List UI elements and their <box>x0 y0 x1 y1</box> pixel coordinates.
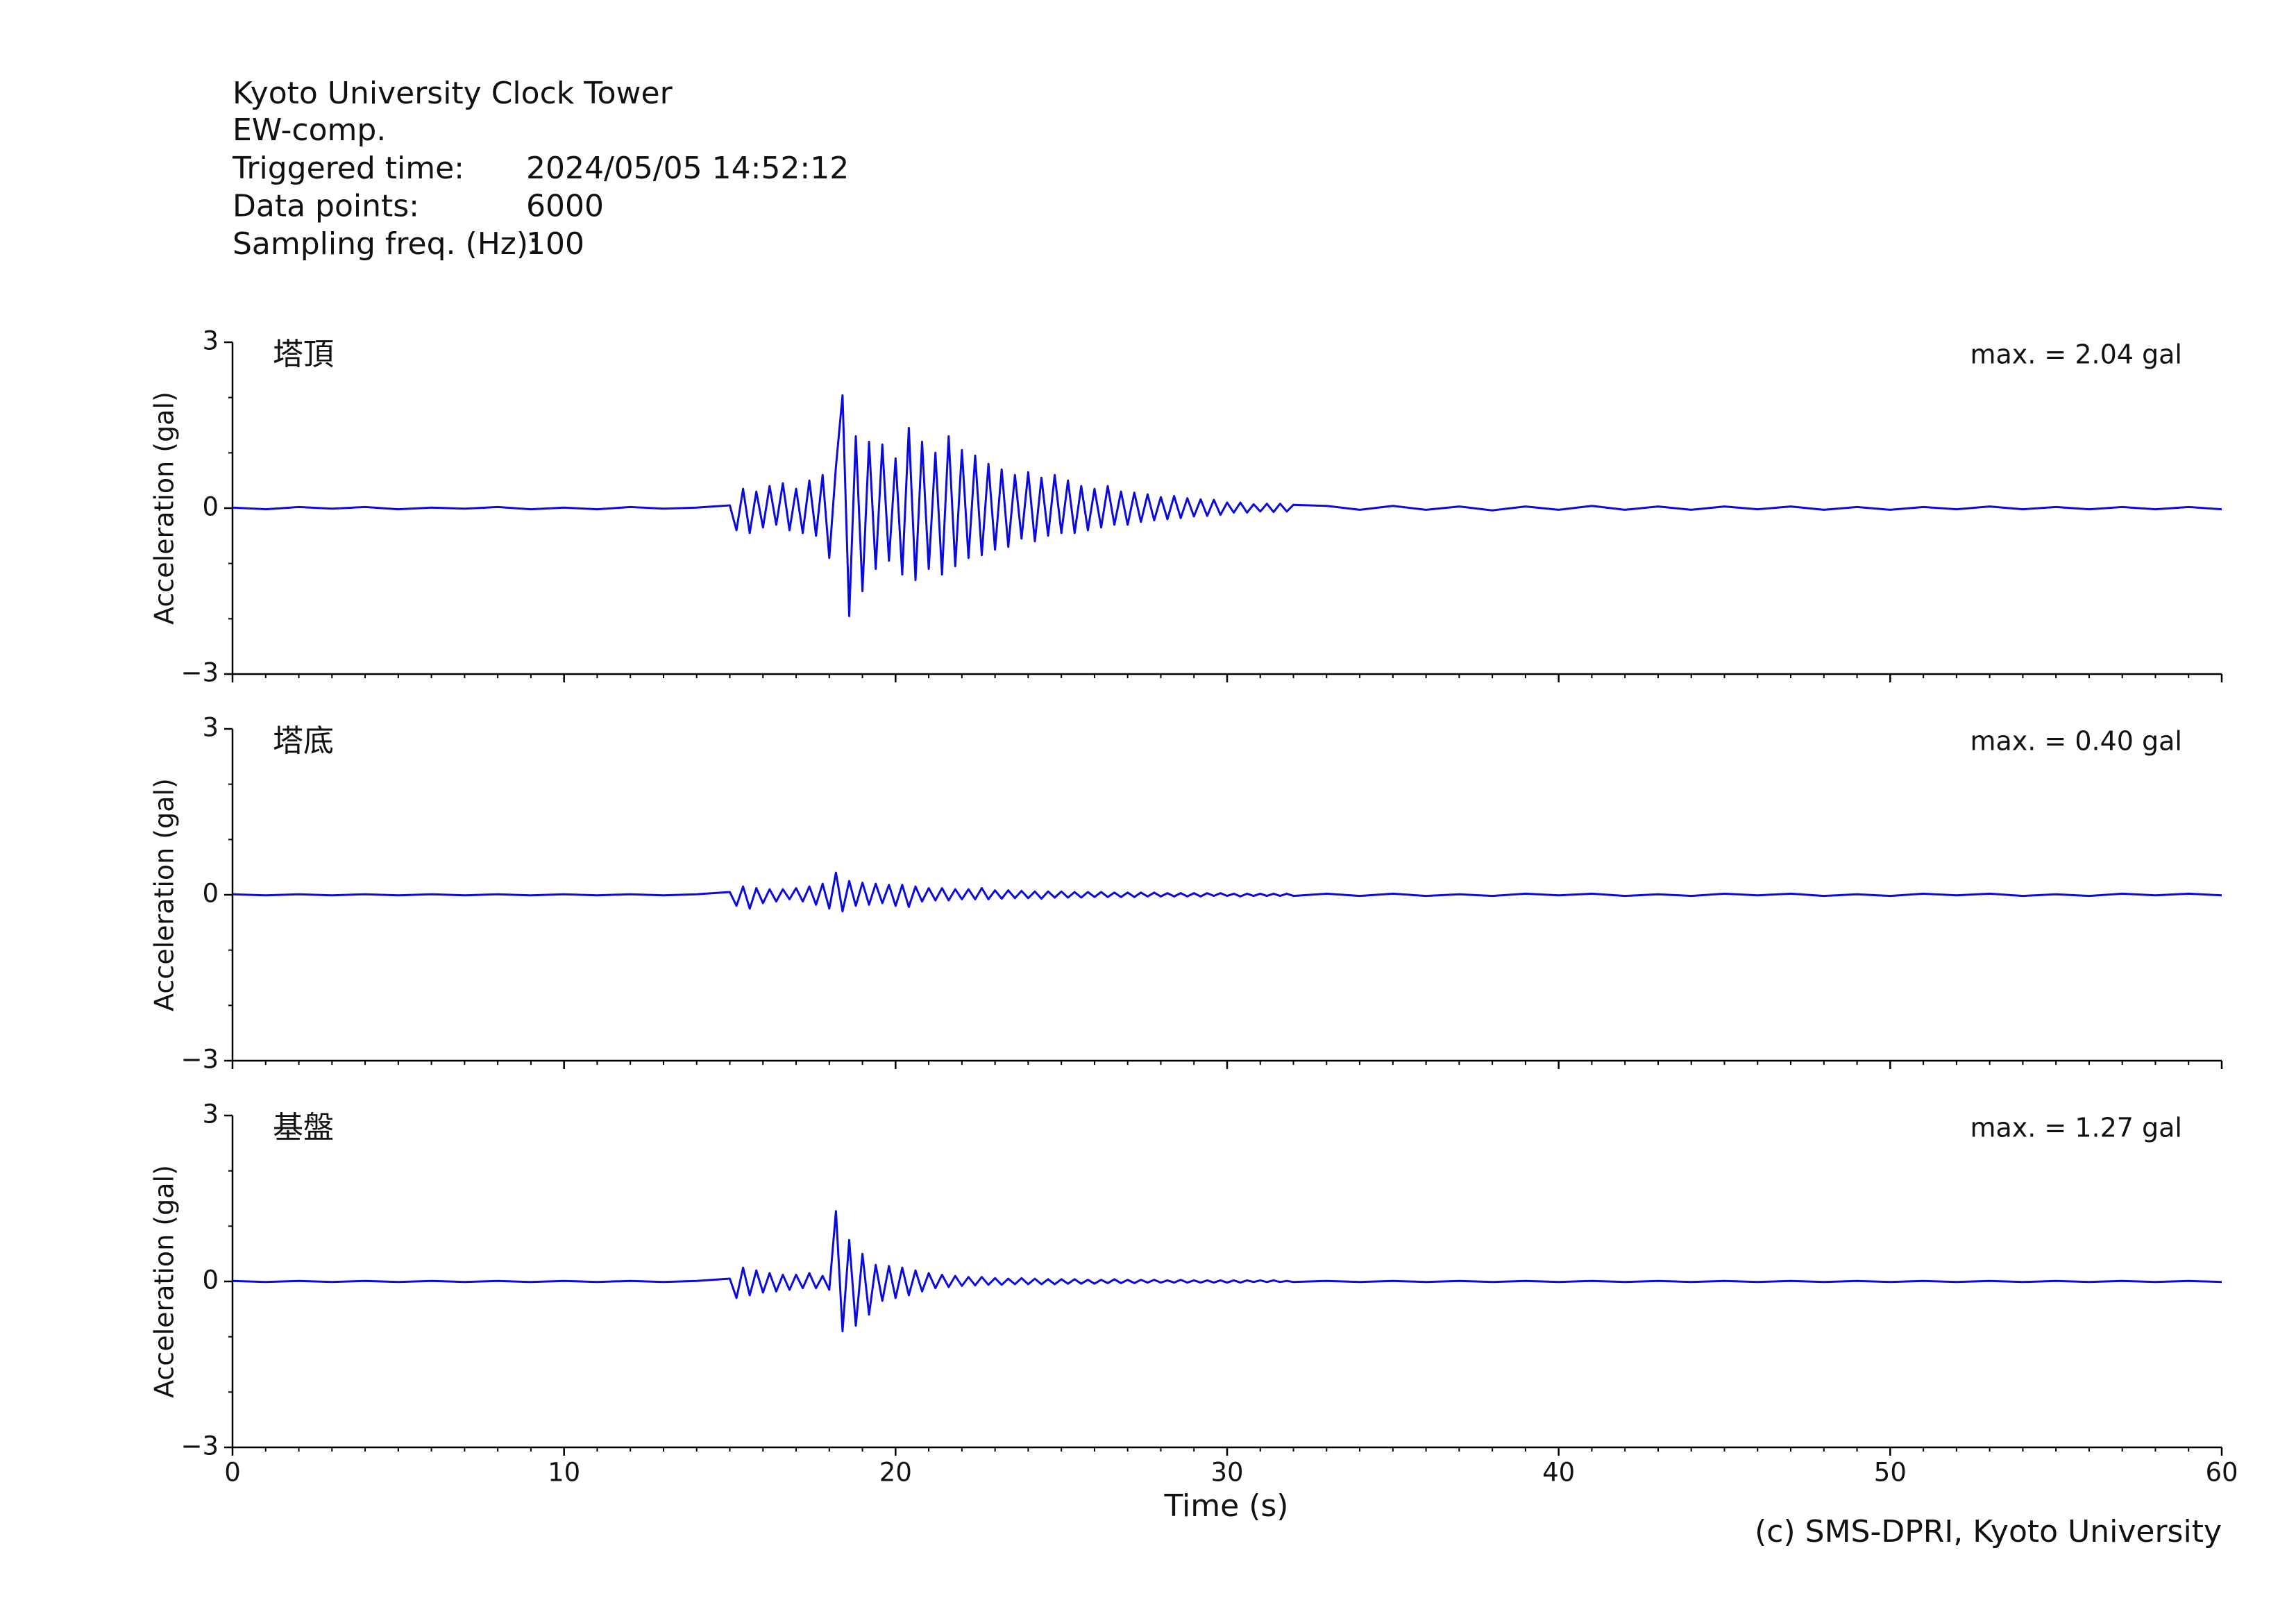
field-label: Sampling freq. (Hz): <box>233 226 539 262</box>
x-tick-label: 40 <box>1542 1458 1575 1488</box>
y-tick-label: 0 <box>202 1265 219 1295</box>
waveform <box>232 394 2222 617</box>
y-tick-label: 0 <box>202 879 219 909</box>
y-tick-label: 3 <box>202 1100 219 1129</box>
x-axis-label: Time (s) <box>1164 1488 1289 1524</box>
copyright: (c) SMS-DPRI, Kyoto University <box>1755 1514 2222 1549</box>
field-value: 6000 <box>526 189 604 224</box>
waveform <box>232 1210 2222 1333</box>
waveform <box>232 871 2222 913</box>
max-annotation: max. = 0.40 gal <box>1970 726 2182 757</box>
x-tick-label: 10 <box>548 1458 580 1488</box>
field-value: 100 <box>526 226 584 262</box>
field-label: Triggered time: <box>232 151 464 186</box>
station-name: Kyoto University Clock Tower <box>233 76 673 111</box>
y-axis-label: Acceleration (gal) <box>149 778 180 1011</box>
component: EW-comp. <box>233 112 386 148</box>
y-axis-label: Acceleration (gal) <box>149 392 180 625</box>
panel-label: 基盤 <box>273 1110 334 1145</box>
max-annotation: max. = 1.27 gal <box>1970 1113 2182 1143</box>
y-axis-label: Acceleration (gal) <box>149 1165 180 1398</box>
x-tick-label: 20 <box>879 1458 912 1488</box>
y-tick-label: 0 <box>202 492 219 522</box>
field-label: Data points: <box>233 189 419 224</box>
y-tick-label: 3 <box>202 713 219 743</box>
x-tick-label: 30 <box>1210 1458 1243 1488</box>
x-tick-label: 60 <box>2205 1458 2238 1488</box>
field-value: 2024/05/05 14:52:12 <box>526 151 849 186</box>
y-tick-label: 3 <box>202 326 219 356</box>
panel-label: 塔底 <box>273 723 334 759</box>
panel-label: 塔頂 <box>273 337 334 372</box>
max-annotation: max. = 2.04 gal <box>1970 339 2182 370</box>
y-tick-label: −3 <box>180 1045 219 1075</box>
x-tick-label: 50 <box>1874 1458 1907 1488</box>
x-tick-label: 0 <box>224 1458 241 1488</box>
y-tick-label: −3 <box>180 1431 219 1461</box>
y-tick-label: −3 <box>180 658 219 688</box>
